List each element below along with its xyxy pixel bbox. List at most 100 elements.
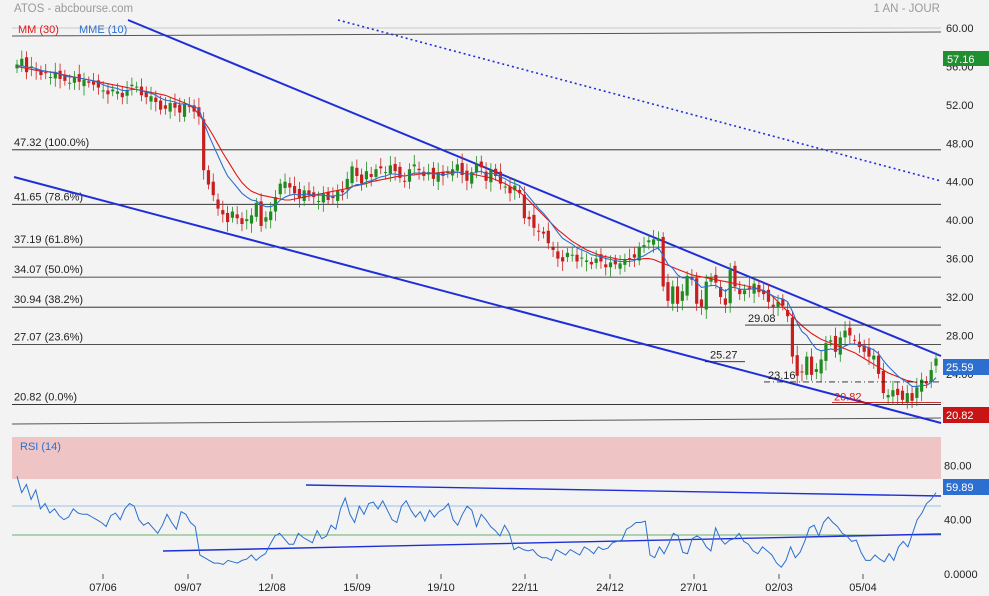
candle-body-92 [455, 164, 459, 171]
candle-body-150 [733, 265, 737, 287]
candle-body-81 [403, 180, 407, 182]
candle-body-115 [565, 252, 570, 258]
candle-body-137 [671, 286, 675, 304]
candle-body-20 [111, 89, 115, 92]
candle-body-21 [115, 91, 120, 94]
candle-body-27 [144, 92, 148, 98]
fib-label-6: 20.82 (0.0%) [14, 391, 77, 403]
candle-body-186 [905, 393, 909, 403]
date-tick-4: 19/10 [427, 582, 455, 594]
candle-body-53 [269, 211, 273, 221]
candle-body-173 [843, 330, 847, 338]
candle-body-57 [288, 183, 292, 188]
candle-body-168 [819, 359, 823, 374]
candle-body-51 [259, 201, 263, 226]
candle-body-18 [101, 90, 105, 92]
candle-body-55 [278, 183, 282, 195]
trend-bottom-horizontal [11, 417, 942, 425]
date-tick-6: 24/12 [596, 582, 624, 594]
candle-body-130 [637, 247, 641, 261]
candle-body-128 [628, 258, 632, 260]
candle-body-192 [934, 358, 938, 366]
candle-body-152 [742, 290, 747, 295]
candle-body-174 [848, 327, 852, 336]
candle-body-162 [790, 317, 795, 357]
candle-body-15 [87, 81, 91, 83]
candle-body-28 [149, 96, 153, 102]
mark-2908-label: 29.08 [748, 313, 776, 325]
candle-body-191 [929, 370, 933, 383]
candle-body-104 [513, 185, 517, 191]
candle-body-107 [527, 216, 531, 220]
badge-last: 25.59 [943, 359, 989, 375]
trend-upper-channel [127, 19, 942, 357]
candle-body-117 [575, 254, 579, 262]
candle-body-151 [738, 289, 742, 295]
candle-body-160 [781, 298, 785, 306]
rsi-tick-0: 80.00 [944, 460, 972, 472]
rsi-panel [12, 476, 942, 568]
candle-body-52 [264, 217, 268, 222]
candle-body-138 [675, 286, 680, 304]
candle-body-33 [173, 102, 177, 108]
candle-body-19 [106, 90, 110, 95]
candle-body-165 [805, 356, 809, 375]
candle-body-5 [39, 70, 43, 76]
candle-body-89 [441, 172, 445, 176]
candle-body-84 [417, 168, 421, 171]
candle-body-9 [58, 70, 62, 79]
candle-body-2 [24, 57, 29, 73]
candle-body-157 [766, 289, 771, 302]
candle-body-185 [900, 390, 905, 400]
candle-body-6 [44, 72, 48, 74]
candle-body-63 [316, 200, 321, 202]
candle-body-170 [829, 340, 833, 342]
ema10-line [16, 64, 937, 387]
candle-body-112 [551, 247, 555, 250]
candle-body-163 [795, 355, 799, 376]
chart-period: 1 AN - JOUR [874, 3, 940, 15]
candle-body-41 [211, 181, 215, 196]
candle-body-75 [374, 169, 378, 177]
mark-2082-label: 20.82 [834, 391, 862, 403]
candle-body-42 [216, 199, 220, 209]
candle-body-131 [642, 245, 646, 248]
candle-body-88 [436, 172, 440, 182]
candle-body-43 [221, 210, 225, 215]
fib-label-4: 30.94 (38.2%) [14, 294, 83, 306]
candle-body-7 [48, 77, 53, 78]
badge-top: 57.16 [943, 51, 989, 66]
candle-body-118 [580, 257, 584, 259]
candle-body-182 [886, 395, 890, 398]
candle-body-80 [398, 166, 402, 178]
candle-body-10 [63, 74, 67, 81]
candle-body-48 [245, 219, 249, 222]
candle-body-38 [197, 107, 201, 117]
badge-low-label: 20.82 [946, 410, 974, 422]
badge-rsi: 59.89 [943, 479, 989, 495]
candle-body-36 [187, 105, 191, 107]
candle-body-123 [604, 264, 608, 268]
date-tick-5: 22/11 [512, 582, 539, 594]
date-tick-9: 05/04 [849, 582, 877, 594]
candle-body-1 [20, 58, 24, 66]
candle-body-121 [594, 258, 598, 263]
candle-body-140 [685, 275, 689, 296]
candle-body-35 [182, 103, 187, 117]
candle-body-169 [824, 343, 828, 361]
candle-body-31 [163, 105, 167, 109]
candle-body-164 [800, 371, 804, 373]
mark-2316-label: 23.16 [768, 370, 796, 382]
candle-body-161 [786, 309, 790, 317]
candle-body-178 [867, 347, 871, 357]
rsi-line [16, 476, 937, 568]
fib-label-1: 41.65 (78.6%) [14, 191, 83, 203]
candle-body-72 [360, 174, 364, 184]
candle-body-145 [709, 277, 713, 282]
candle-body-61 [307, 190, 311, 196]
candle-body-39 [202, 119, 206, 171]
candle-body-70 [350, 166, 354, 184]
candle-body-125 [613, 259, 617, 265]
price-annotations: 29.08 25.27 23.16 20.82 [705, 313, 941, 403]
